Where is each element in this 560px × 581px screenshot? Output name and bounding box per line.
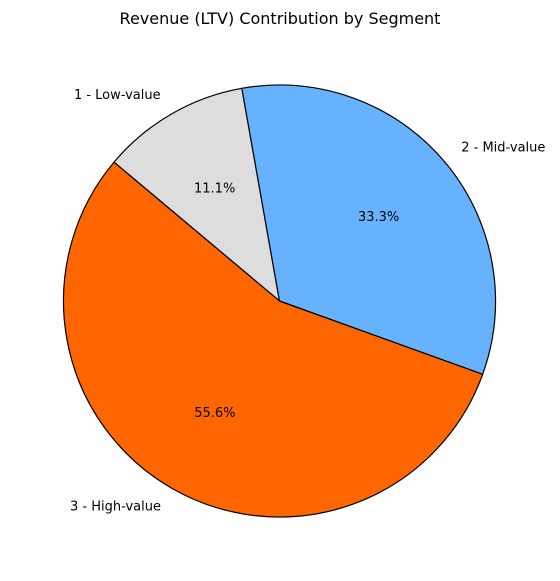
pie-label-3: 3 - High-value [70,499,161,514]
pie-slices [62,84,497,518]
pie-slice-3 [62,161,484,518]
pie-pct-label-3: 55.6% [194,406,235,421]
chart-title: Revenue (LTV) Contribution by Segment [120,9,441,28]
pie-labels: 11.1% 1 - Low-value 33.3% 2 - Mid-value 55.6… [70,88,545,515]
pie-label-1: 1 - Low-value [74,88,161,103]
pie-pct-label-1: 11.1% [194,181,235,196]
pie-label-2: 2 - Mid-value [461,140,545,155]
pie-pct-label-2: 33.3% [358,210,399,225]
pie-slice-1 [113,87,281,303]
pie-slice-2 [241,84,497,376]
